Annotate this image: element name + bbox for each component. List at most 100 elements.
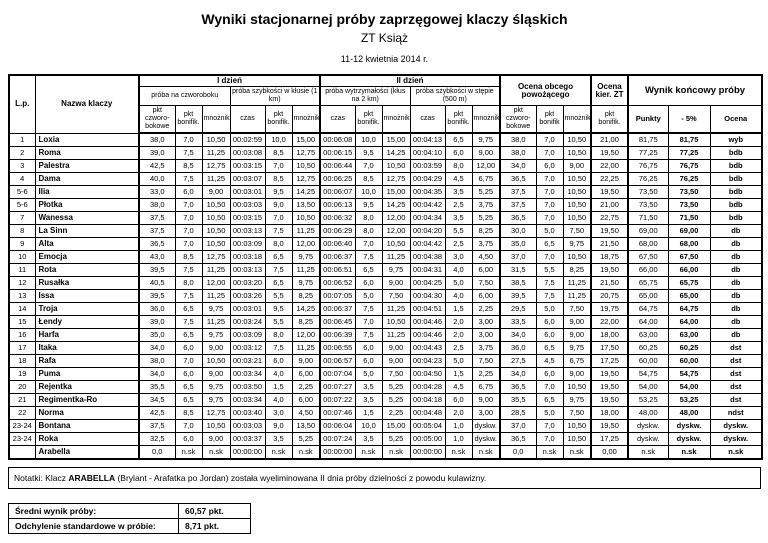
ocena-obcego-mnoznik-cell: 10,50 [562, 185, 592, 199]
d1-klus-mnoznik-cell: 9,00 [291, 354, 321, 368]
ocena-kier-zt-cell: 19,50 [590, 367, 629, 381]
ocena-obcego-bonifik-cell: 6,0 [535, 328, 564, 342]
ocena-obcego-mnoznik-cell: 9,75 [562, 393, 592, 407]
mare-name-cell: Dama [34, 172, 140, 186]
mare-name-cell: Troja [34, 302, 140, 316]
d1-czworobok-pkt-cell: 33,0 [138, 185, 176, 199]
d1-klus-mnoznik-cell: 12,75 [291, 172, 321, 186]
ocena-kier-zt-cell: 21,00 [590, 198, 629, 212]
d2-step-bonifik-cell: 1,5 [444, 302, 473, 316]
d2-wytrzymalosc-czas-cell: 00:07:05 [319, 289, 356, 303]
ocena-obcego-mnoznik-cell: 9,75 [562, 341, 592, 355]
ocena-obcego-bonifik-cell: 6,5 [535, 341, 564, 355]
d2-step-czas-cell: 00:04:13 [409, 132, 446, 147]
d1-czworobok-bonifik-cell: 6,5 [174, 328, 203, 342]
col-header-d1-klus-mnoznik: mnożnik [291, 105, 321, 134]
ocena-obcego-pkt-cell: 34,0 [499, 367, 537, 381]
d2-wytrzymalosc-czas-cell: 00:06:40 [319, 237, 356, 251]
col-header-wynik-koncowy: Wynik końcowy próby [627, 74, 763, 106]
punkty-cell: 64,75 [627, 302, 669, 316]
std-dev-value: 8,71 pkt. [178, 518, 251, 534]
d1-czworobok-bonifik-cell: 7,0 [174, 132, 203, 147]
ocena-obcego-bonifik-cell: 7,5 [535, 289, 564, 303]
ocena-obcego-mnoznik-cell: 7,50 [562, 224, 592, 238]
mare-name-cell: Łendy [34, 315, 140, 329]
notes-text-continued: (Brylant - Arafatka po Jordan) została w… [117, 473, 487, 483]
d1-czworobok-pkt-cell: 36,0 [138, 302, 176, 316]
ocena-obcego-mnoznik-cell: 9,00 [562, 367, 592, 381]
mare-name-cell: Puma [34, 367, 140, 381]
lp-cell: 16 [8, 328, 36, 342]
punkty-cell: 67,50 [627, 250, 669, 264]
table-row: 5-6 Ilia 33,0 6,0 9,00 00:03:01 9,5 14,25 00:06:… [8, 185, 763, 199]
ocena-koncowa-cell: ndst [709, 406, 763, 420]
col-header-ocena-kier-zt: Ocena kier. ZT [590, 74, 629, 106]
d2-wytrzymalosc-bonifik-cell: 10,0 [354, 419, 383, 433]
d1-czworobok-bonifik-cell: 7,5 [174, 146, 203, 160]
d2-wytrzymalosc-czas-cell: 00:06:39 [319, 328, 356, 342]
d2-step-bonifik-cell: 2,5 [444, 341, 473, 355]
table-row: 3 Palestra 42,5 8,5 12,75 00:03:15 7,0 10,50 00:… [8, 159, 763, 173]
ocena-koncowa-cell: db [709, 328, 763, 342]
d1-czworobok-mnoznik-cell: 12,75 [201, 159, 231, 173]
d1-klus-czas-cell: 00:03:03 [229, 419, 266, 433]
ocena-obcego-mnoznik-cell: 10,50 [562, 250, 592, 264]
table-row: 23-24 Bontana 37,5 7,0 10,50 00:03:03 9,0 13,50… [8, 419, 763, 433]
d2-step-bonifik-cell: 2,5 [444, 237, 473, 251]
ocena-obcego-mnoznik-cell: 9,00 [562, 159, 592, 173]
d1-czworobok-pkt-cell: 37,5 [138, 211, 176, 225]
mare-name-cell: Palestra [34, 159, 140, 173]
d1-klus-mnoznik-cell: 4,50 [291, 406, 321, 420]
d1-klus-mnoznik-cell: 12,00 [291, 328, 321, 342]
ocena-obcego-bonifik-cell: 7,0 [535, 432, 564, 446]
d2-wytrzymalosc-bonifik-cell: 8,0 [354, 224, 383, 238]
d2-step-bonifik-cell: 6,0 [444, 393, 473, 407]
d2-wytrzymalosc-czas-cell: 00:06:25 [319, 172, 356, 186]
ocena-obcego-mnoznik-cell: 9,00 [562, 328, 592, 342]
punkty-cell: 76,75 [627, 159, 669, 173]
d1-czworobok-mnoznik-cell: 10,50 [201, 237, 231, 251]
d1-klus-bonifik-cell: 7,0 [264, 159, 293, 173]
mare-name-cell: Norma [34, 406, 140, 420]
d1-klus-czas-cell: 00:03:40 [229, 406, 266, 420]
mare-name-cell: Rota [34, 263, 140, 277]
d1-klus-czas-cell: 00:03:24 [229, 315, 266, 329]
minus-5-procent-cell: 65,00 [667, 289, 711, 303]
d2-wytrzymalosc-bonifik-cell: 7,5 [354, 328, 383, 342]
table-row: 17 Itaka 34,0 6,0 9,00 00:03:12 7,5 11,25 00:06:… [8, 341, 763, 355]
d2-step-mnoznik-cell: 3,75 [471, 341, 501, 355]
ocena-obcego-pkt-cell: 39,5 [499, 289, 537, 303]
d1-czworobok-pkt-cell: 43,0 [138, 250, 176, 264]
d2-step-mnoznik-cell: dyskw. [471, 432, 501, 446]
d1-klus-mnoznik-cell: 8,25 [291, 315, 321, 329]
d2-step-bonifik-cell: 3,5 [444, 185, 473, 199]
ocena-obcego-pkt-cell: 28,5 [499, 406, 537, 420]
ocena-koncowa-cell: bdb [709, 211, 763, 225]
table-row: 22 Norma 42,5 8,5 12,75 00:03:40 3,0 4,50 00:07:… [8, 406, 763, 420]
d1-czworobok-pkt-cell: 34,0 [138, 341, 176, 355]
d2-wytrzymalosc-czas-cell: 00:06:37 [319, 302, 356, 316]
d2-wytrzymalosc-mnoznik-cell: 11,25 [381, 250, 411, 264]
ocena-kier-zt-cell: 17,25 [590, 354, 629, 368]
minus-5-procent-cell: 67,50 [667, 250, 711, 264]
d2-step-czas-cell: 00:04:18 [409, 393, 446, 407]
ocena-kier-zt-cell: 21,00 [590, 132, 629, 147]
d2-step-mnoznik-cell: 5,25 [471, 211, 501, 225]
d1-czworobok-pkt-cell: 42,5 [138, 406, 176, 420]
d2-step-mnoznik-cell: 2,25 [471, 367, 501, 381]
d2-wytrzymalosc-czas-cell: 00:00:00 [319, 445, 356, 460]
ocena-obcego-mnoznik-cell: 10,50 [562, 198, 592, 212]
punkty-cell: 76,25 [627, 172, 669, 186]
d2-step-czas-cell: 00:04:48 [409, 406, 446, 420]
d2-step-bonifik-cell: 8,0 [444, 159, 473, 173]
d1-klus-czas-cell: 00:03:15 [229, 211, 266, 225]
punkty-cell: dyskw. [627, 419, 669, 433]
ocena-obcego-mnoznik-cell: 7,50 [562, 302, 592, 316]
d1-czworobok-mnoznik-cell: 9,00 [201, 185, 231, 199]
d2-step-bonifik-cell: 5,5 [444, 224, 473, 238]
minus-5-procent-cell: dyskw. [667, 432, 711, 446]
d1-czworobok-mnoznik-cell: 12,00 [201, 276, 231, 290]
col-header-d2-czas: czas [319, 105, 356, 134]
minus-5-procent-cell: 81,75 [667, 132, 711, 147]
d2-step-mnoznik-cell: 6,00 [471, 263, 501, 277]
